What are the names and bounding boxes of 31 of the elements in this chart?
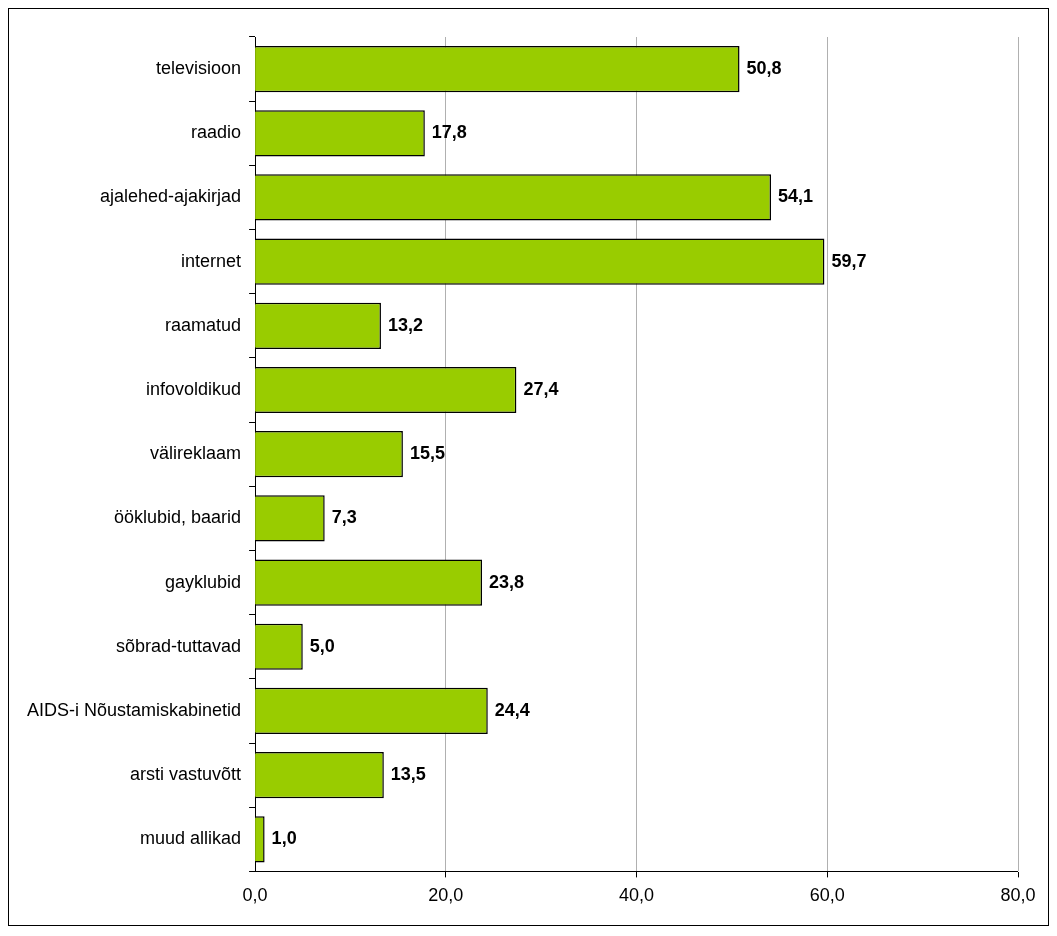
y-tick-label: välireklaam	[150, 443, 242, 464]
data-label: 23,8	[489, 571, 525, 592]
data-label: 13,2	[387, 314, 424, 335]
x-tick-label: 80,0	[1000, 885, 1036, 906]
data-label: 54,1	[778, 186, 814, 207]
y-tick-label: ajalehed-ajakirjad	[99, 186, 242, 207]
y-tick-label: raamatud	[165, 314, 242, 335]
data-label: 24,4	[494, 699, 530, 720]
x-tick-label: 20,0	[428, 885, 464, 906]
x-tick-label: 60,0	[809, 885, 845, 906]
data-label: 5,0	[309, 635, 335, 656]
y-tick-label: AIDS-i Nõustamiskabinetid	[26, 699, 242, 720]
data-label: 15,5	[409, 443, 445, 464]
y-tick-label: arsti vastuvõtt	[130, 764, 242, 785]
data-label: 7,3	[331, 507, 357, 528]
y-tick-label: infovoldikud	[146, 378, 242, 399]
data-label: 27,4	[523, 378, 559, 399]
data-label: 13,5	[390, 764, 426, 785]
y-tick-label: muud allikad	[140, 828, 242, 849]
data-label: 59,7	[831, 250, 867, 271]
x-tick-label: 0,0	[242, 885, 268, 906]
y-tick-label: gayklubid	[165, 571, 242, 592]
y-tick-label: ööklubid, baarid	[113, 507, 242, 528]
y-tick-label: sõbrad-tuttavad	[116, 635, 242, 656]
data-label: 17,8	[431, 122, 467, 143]
data-label: 1,0	[271, 828, 297, 849]
x-tick-label: 40,0	[619, 885, 655, 906]
data-label: 50,8	[746, 58, 782, 79]
y-tick-label: televisioon	[156, 58, 242, 79]
y-tick-label: raadio	[191, 122, 242, 143]
y-tick-label: internet	[181, 250, 242, 271]
